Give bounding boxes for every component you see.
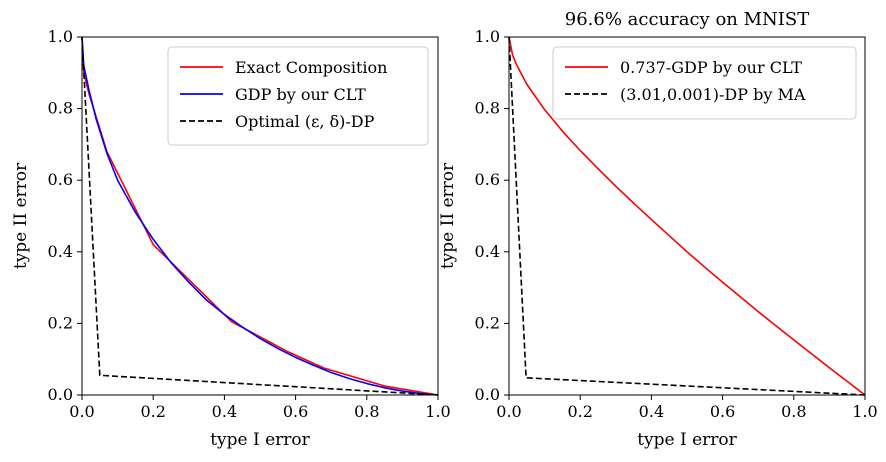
y-tick-label: 0.6 (48, 170, 73, 189)
y-tick-label: 0.2 (48, 313, 73, 332)
y-tick-label: 0.8 (48, 99, 73, 118)
chart-title: 96.6% accuracy on MNIST (565, 9, 809, 30)
legend-box (552, 46, 857, 120)
series-line-0 (81, 36, 439, 396)
legend-label-1: GDP by our CLT (235, 85, 366, 104)
y-tick-label: 1.0 (475, 27, 500, 46)
y-tick-label: 1.0 (48, 27, 73, 46)
x-tick-label: 1.0 (852, 402, 877, 421)
y-axis-label: type II error (438, 162, 458, 269)
panel-exact-composition: 0.0 0.2 0.4 0.6 0.8 1.0 0.0 0.2 0.4 0.6 0.8 1.0 type… (11, 27, 451, 450)
legend-label-2: Optimal (ε, δ)-DP (235, 112, 375, 131)
y-tick-label: 0.6 (475, 170, 500, 189)
legend-label-1: (3.01,0.001)-DP by MA (620, 85, 806, 104)
x-tick-label: 0.8 (354, 402, 379, 421)
x-tick-label: 0.0 (69, 402, 94, 421)
axes-frame (81, 36, 439, 396)
legend-label-0: 0.737-GDP by our CLT (620, 58, 802, 77)
x-tick-label: 1.0 (425, 402, 450, 421)
series-line-2 (81, 36, 439, 396)
series-line-1 (81, 36, 439, 396)
axes-frame (508, 36, 866, 396)
legend-label-0: Exact Composition (235, 58, 387, 77)
y-tick-label: 0.2 (475, 313, 500, 332)
x-tick-label: 0.2 (140, 402, 165, 421)
x-tick-label: 0.8 (781, 402, 806, 421)
y-tick-label: 0.4 (475, 242, 500, 261)
x-tick-label: 0.6 (710, 402, 735, 421)
x-tick-label: 0.6 (283, 402, 308, 421)
y-tick-label: 0.4 (48, 242, 73, 261)
y-tick-label: 0.0 (475, 385, 500, 404)
y-axis-label: type II error (11, 162, 31, 269)
y-tick-label: 0.0 (48, 385, 73, 404)
series-line-0 (508, 36, 866, 396)
series-line-1 (508, 36, 866, 396)
x-tick-label: 0.4 (212, 402, 237, 421)
panel-mnist: 0.0 0.2 0.4 0.6 0.8 1.0 0.0 0.2 0.4 0.6 0.8 1.0 type… (438, 9, 878, 450)
x-tick-label: 0.2 (567, 402, 592, 421)
legend-box (167, 46, 429, 146)
x-axis-label: type I error (637, 430, 737, 450)
x-tick-label: 0.0 (496, 402, 521, 421)
x-tick-label: 0.4 (639, 402, 664, 421)
x-axis-label: type I error (210, 430, 310, 450)
y-tick-label: 0.8 (475, 99, 500, 118)
